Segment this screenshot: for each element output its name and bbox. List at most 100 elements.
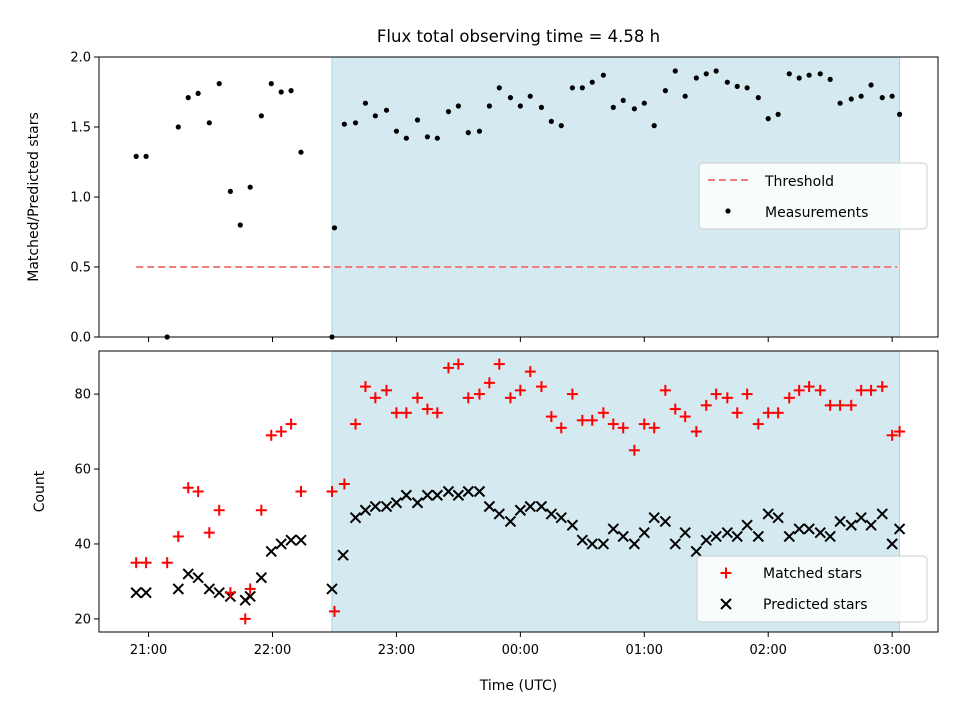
x-tick-label: 01:00 — [626, 643, 663, 658]
measurement-point — [775, 111, 781, 117]
predicted-star-marker — [326, 583, 338, 595]
measurement-point — [372, 113, 378, 119]
measurement-point — [486, 103, 492, 109]
y-tick-label: 0.0 — [70, 331, 91, 346]
legend-predicted-label: Predicted stars — [763, 597, 868, 613]
marker-stroke — [855, 512, 867, 524]
matched-star-marker — [638, 418, 650, 430]
measurement-point — [817, 71, 823, 77]
predicted-star-marker — [886, 538, 898, 550]
predicted-star-marker — [638, 527, 650, 539]
measurement-point — [352, 120, 359, 126]
bottom-legend: Matched stars Predicted stars — [696, 555, 928, 623]
predicted-star-marker — [359, 504, 372, 516]
measurement-point — [693, 75, 699, 81]
marker-stroke — [783, 530, 795, 543]
matched-star-marker — [172, 530, 184, 542]
marker-stroke — [411, 497, 424, 509]
x-tick-label: 02:00 — [749, 643, 786, 658]
marker-stroke — [752, 530, 765, 543]
marker-stroke — [824, 530, 836, 543]
matched-star-marker — [586, 414, 598, 426]
measurement-point — [896, 111, 903, 117]
predicted-star-marker — [545, 508, 558, 520]
measurement-point — [548, 118, 554, 124]
matched-star-marker — [690, 426, 702, 438]
predicted-star-marker — [514, 504, 527, 516]
matched-star-marker — [783, 392, 795, 404]
measurement-point — [837, 100, 843, 106]
marker-stroke — [679, 527, 691, 539]
marker-stroke — [669, 538, 681, 550]
predicted-star-marker — [400, 489, 413, 501]
top-legend: Threshold Measurements — [698, 162, 928, 230]
matched-star-marker — [535, 381, 547, 393]
measurement-point — [424, 134, 431, 140]
marker-stroke — [504, 515, 517, 528]
marker-stroke — [638, 527, 650, 539]
matched-star-marker — [431, 407, 443, 419]
predicted-star-marker — [504, 515, 517, 528]
y-tick-label: 60 — [74, 463, 91, 478]
y-tick-label: 1.0 — [70, 191, 91, 206]
marker-stroke — [192, 571, 204, 584]
matched-star-marker — [359, 381, 371, 393]
matched-star-marker — [411, 392, 423, 404]
predicted-star-marker — [140, 586, 152, 599]
measurement-point — [195, 90, 201, 96]
predicted-star-marker — [130, 586, 142, 599]
measurement-point — [527, 93, 533, 99]
matched-star-marker — [483, 377, 495, 389]
predicted-star-marker — [473, 485, 486, 498]
measurement-point — [734, 83, 740, 89]
measurement-point — [744, 85, 750, 91]
top-panel: 0.0 0.5 1.0 1.5 2.0 Matched/Predicted stars Th… — [26, 51, 939, 346]
measurement-point — [185, 95, 191, 101]
measurement-point — [538, 104, 545, 110]
matched-star-marker — [845, 399, 857, 411]
marker-stroke — [203, 583, 216, 595]
predicted-star-marker — [566, 519, 579, 531]
marker-stroke — [648, 512, 660, 524]
matched-star-marker — [421, 403, 433, 415]
matched-star-marker — [648, 422, 660, 434]
marker-stroke — [628, 538, 641, 550]
matched-star-marker — [285, 418, 297, 430]
y-tick-label: 20 — [74, 612, 91, 627]
matched-star-marker — [192, 486, 204, 497]
predicted-star-marker — [752, 530, 765, 543]
predicted-star-marker — [893, 523, 906, 535]
predicted-star-marker — [679, 527, 691, 539]
bottom-panel: 20 40 60 80 21:00 22:00 23:00 00:00 01:00 02:00 03… — [32, 350, 939, 694]
matched-star-marker — [504, 392, 516, 404]
predicted-star-marker — [731, 530, 743, 543]
marker-stroke — [893, 523, 906, 535]
measurement-point — [133, 153, 139, 159]
measurement-point — [362, 100, 369, 106]
matched-star-marker — [597, 407, 609, 419]
predicted-star-marker — [390, 497, 403, 509]
marker-stroke — [886, 538, 898, 550]
matched-star-marker — [824, 399, 836, 411]
marker-stroke — [865, 519, 877, 531]
marker-stroke — [772, 512, 784, 524]
marker-stroke — [762, 508, 774, 520]
marker-stroke — [380, 500, 393, 513]
legend-threshold-label: Threshold — [764, 174, 834, 190]
legend-measurement-label: Measurements — [765, 205, 868, 221]
matched-star-marker — [390, 407, 402, 419]
measurement-point — [827, 76, 833, 82]
matched-star-marker — [130, 557, 142, 569]
predicted-star-marker — [648, 512, 660, 524]
measurement-point — [589, 79, 595, 85]
measurement-point — [672, 68, 678, 74]
marker-stroke — [720, 598, 732, 610]
predicted-star-marker — [493, 508, 505, 520]
measurement-point — [445, 109, 452, 115]
marker-stroke — [576, 534, 589, 546]
marker-stroke — [617, 530, 629, 543]
measurement-point — [496, 85, 502, 91]
marker-stroke — [431, 489, 444, 501]
predicted-star-marker — [607, 523, 620, 535]
matched-star-marker — [566, 388, 578, 400]
